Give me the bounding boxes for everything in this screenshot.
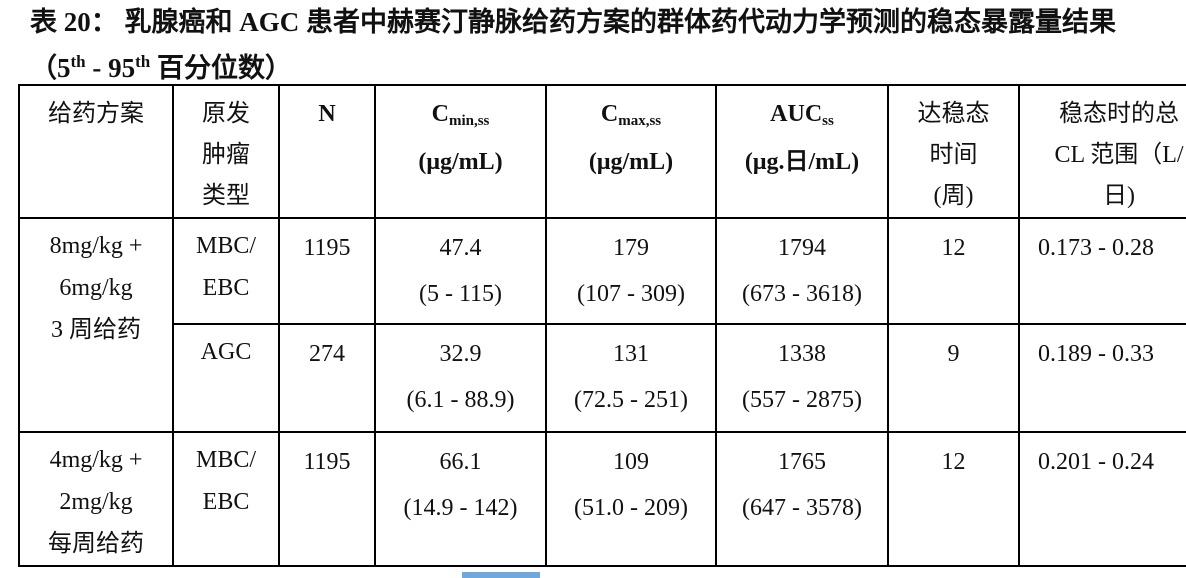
subscript: max,ss	[618, 113, 662, 129]
header-symbol: Cmin,ss	[378, 94, 543, 142]
cell-line: 1338	[778, 341, 826, 367]
cell-line: (14.9 - 142)	[403, 495, 518, 521]
auc-cell: 1338 (557 - 2875)	[715, 323, 889, 433]
weeks-cell: 9	[887, 323, 1020, 433]
cell-line: N	[318, 101, 336, 127]
unit: (μg/mL)	[588, 149, 674, 175]
cmin-cell: 32.9 (6.1 - 88.9)	[374, 323, 547, 433]
cell-line: 1765	[778, 449, 826, 475]
cell-line: 8mg/kg +	[49, 233, 143, 259]
tumor-cell: MBC/EBC	[172, 217, 280, 325]
header-cell: N	[278, 84, 376, 219]
title-text: 百分位数）	[150, 53, 292, 83]
subscript: min,ss	[448, 113, 490, 129]
cell-line: 每周给药	[48, 531, 144, 557]
scroll-indicator	[462, 572, 540, 578]
cell-line: 6mg/kg	[59, 275, 133, 301]
cell-line: 131	[613, 341, 649, 367]
cell-line: 达稳态	[917, 101, 990, 127]
cmax-cell: 179 (107 - 309)	[545, 217, 717, 325]
table-wrap: 给药方案 原发肿瘤类型 N Cmin,ss (μg/mL) Cmax,ss (μg/mL) A…	[18, 84, 1186, 578]
cell-line: (673 - 3618)	[742, 281, 862, 307]
cell-line: 原发	[202, 101, 250, 127]
header-cell: Cmax,ss (μg/mL)	[545, 84, 717, 219]
data-row: AGC 274 32.9 (6.1 - 88.9) 131 (72.5 - 251) 133…	[19, 323, 1186, 433]
auc-cell: 1794 (673 - 3618)	[715, 217, 889, 325]
cmax-cell: 131 (72.5 - 251)	[545, 323, 717, 433]
cl-cell: 0.173 - 0.28	[1018, 217, 1186, 325]
header-cell: 稳态时的总 CL 范围（L/日)	[1018, 84, 1186, 219]
cmin-cell: 47.4 (5 - 115)	[374, 217, 547, 325]
header-cell: 达稳态时间 (周)	[887, 84, 1020, 219]
cell-line: (6.1 - 88.9)	[406, 387, 515, 413]
cell-line: CL 范围（L/	[1054, 142, 1184, 168]
data-row: 4mg/kg +2mg/kg 每周给药 MBC/EBC 1195 66.1 (14.9 -…	[18, 431, 1186, 567]
title-sup: th	[135, 52, 151, 71]
title-sup: th	[70, 52, 86, 71]
title-text: - 95	[85, 53, 136, 83]
cell-line: 3 周给药	[51, 317, 141, 343]
tumor-cell: MBC/EBC	[172, 431, 280, 567]
cell-line: 时间	[929, 142, 978, 168]
cell-line: EBC	[202, 489, 250, 515]
cell-line: EBC	[202, 275, 250, 301]
cell-line: 4mg/kg +	[49, 447, 143, 473]
cmin-cell: 66.1 (14.9 - 142)	[374, 431, 547, 567]
subscript: ss	[822, 113, 834, 129]
regimen-cell: 8mg/kg + 6mg/kg 3 周给药	[18, 217, 174, 433]
cell-line: (647 - 3578)	[742, 495, 862, 521]
cell-line: MBC/	[195, 447, 257, 473]
n-cell: 1195	[278, 217, 376, 325]
cell-line: 给药方案	[48, 101, 144, 127]
title-text: 表 20： 乳腺癌和 AGC 患者中赫赛汀静脉给药方案的群体药代动力学预测的稳态…	[30, 7, 1116, 83]
cell-line: 179	[613, 235, 649, 261]
n-cell: 274	[278, 323, 376, 433]
pk-table: 给药方案 原发肿瘤类型 N Cmin,ss (μg/mL) Cmax,ss (μg/mL) A…	[18, 84, 1186, 567]
cell-line: 47.4	[439, 235, 482, 261]
table-title: 表 20： 乳腺癌和 AGC 患者中赫赛汀静脉给药方案的群体药代动力学预测的稳态…	[30, 2, 1140, 88]
header-cell: 原发 肿瘤 类型	[172, 84, 280, 219]
auc-cell: 1765 (647 - 3578)	[715, 431, 889, 567]
cell-line: 1794	[778, 235, 826, 261]
header-cell: 给药方案	[18, 84, 174, 219]
cell-line: (107 - 309)	[577, 281, 685, 307]
cell-line: MBC/	[195, 233, 257, 259]
symbol: AUC	[770, 101, 823, 127]
cell-line: (557 - 2875)	[742, 387, 862, 413]
header-cell: AUCss (μg.日/mL)	[715, 84, 889, 219]
cell-line: 32.9	[439, 341, 482, 367]
symbol: C	[431, 101, 449, 127]
header-symbol: AUCss	[719, 94, 885, 142]
header-row: 给药方案 原发肿瘤类型 N Cmin,ss (μg/mL) Cmax,ss (μg/mL) A…	[18, 84, 1186, 219]
weeks-cell: 12	[887, 217, 1020, 325]
header-cell: Cmin,ss (μg/mL)	[374, 84, 547, 219]
unit: (μg.日/mL)	[744, 149, 860, 175]
tumor-cell: AGC	[172, 323, 280, 433]
header-symbol: Cmax,ss	[549, 94, 713, 142]
cell-line: 109	[613, 449, 649, 475]
weeks-cell: 12	[887, 431, 1020, 567]
unit: (μg/mL)	[418, 149, 503, 175]
cell-line: 类型	[202, 183, 250, 209]
n-cell: 1195	[278, 431, 376, 567]
cell-line: (周)	[933, 183, 974, 209]
cell-line: 日)	[1103, 183, 1135, 209]
cell-line: AGC	[200, 339, 252, 365]
regimen-cell: 4mg/kg + 2mg/kg 每周给药	[18, 431, 174, 567]
data-row: 8mg/kg +6mg/kg 3 周给药 MBC/EBC 1195 47.4 (5 - 1…	[18, 217, 1186, 433]
cell-line: (72.5 - 251)	[574, 387, 688, 413]
cell-line: (51.0 - 209)	[574, 495, 688, 521]
cell-line: 肿瘤	[202, 142, 250, 168]
cell-line: 66.1	[439, 449, 482, 475]
symbol: C	[600, 101, 619, 127]
cl-cell: 0.201 - 0.24	[1018, 431, 1186, 567]
cmax-cell: 109 (51.0 - 209)	[545, 431, 717, 567]
cell-line: 稳态时的总	[1059, 101, 1179, 127]
cl-cell: 0.189 - 0.33	[1018, 323, 1186, 433]
cell-line: 2mg/kg	[59, 489, 133, 515]
cell-line: (5 - 115)	[418, 281, 503, 307]
